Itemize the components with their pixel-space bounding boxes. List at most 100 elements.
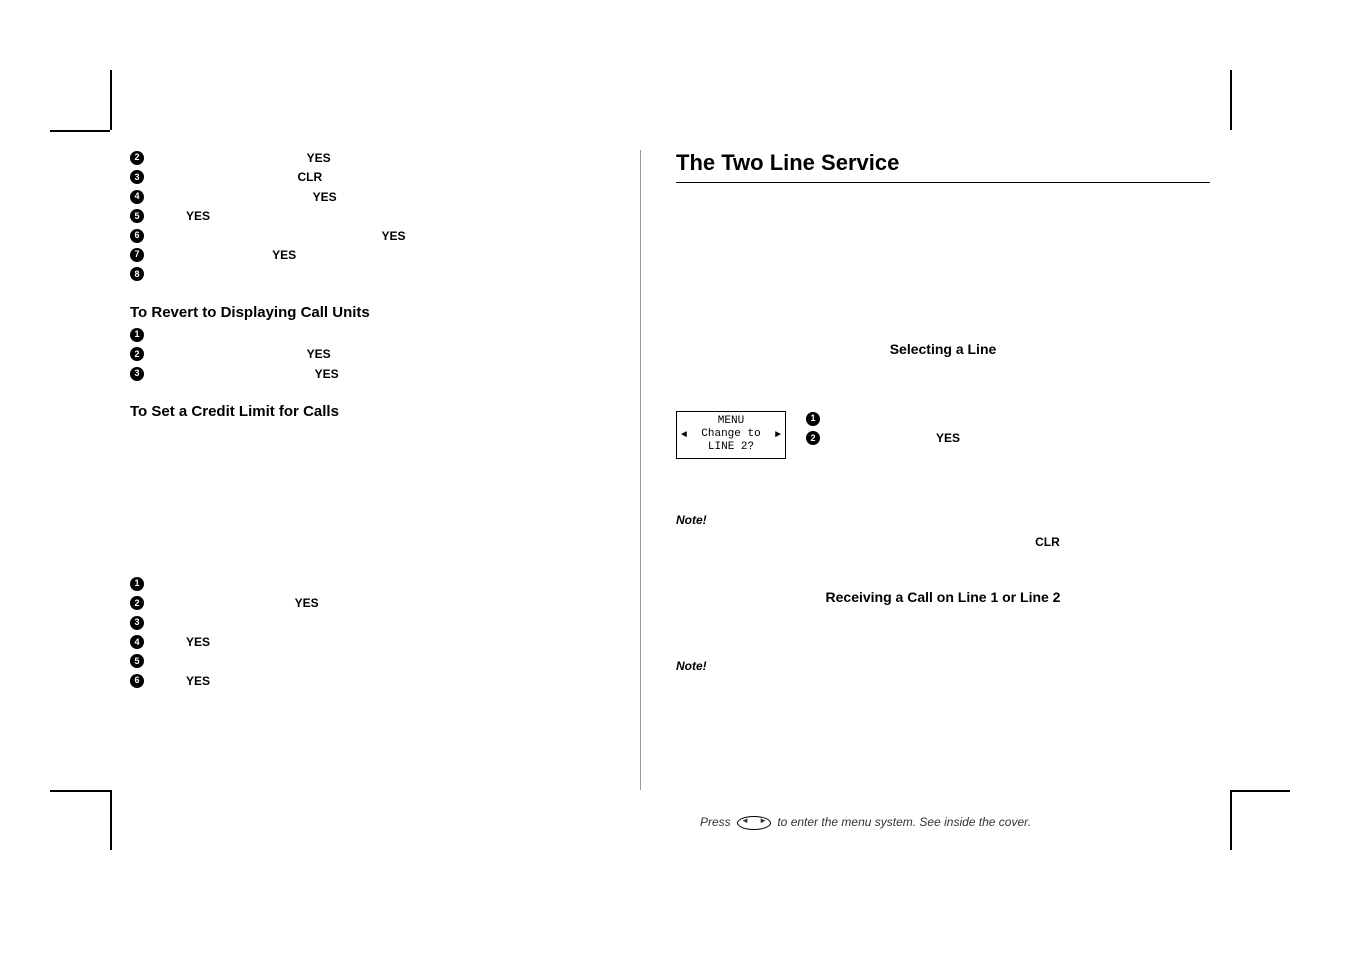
heading-credit: To Set a Credit Limit for Calls — [130, 403, 610, 420]
step-number: 1 — [806, 412, 820, 426]
step-text: Scroll to 'Price/unit' and press YES. — [152, 189, 610, 206]
step-item: 3 Open the phone and press CLR. — [130, 169, 610, 186]
step-item: 3 Select 'Units' and confirm with YES. — [130, 366, 610, 383]
step-text: Press YES to confirm. — [152, 634, 610, 651]
right-column: The Two Line Service If your subscriptio… — [640, 150, 1210, 790]
step-number: 4 — [130, 190, 144, 204]
key-label: CLR — [1035, 535, 1060, 549]
crop-mark — [110, 70, 112, 130]
key-label: YES — [186, 674, 210, 688]
note-label: Note! — [676, 513, 707, 527]
key-label: YES — [313, 190, 337, 204]
step-item: 2 Scroll to 'Call Info' and press YES. — [130, 150, 610, 167]
step-text: Select 'Units' and confirm with YES. — [152, 366, 610, 383]
step-item: 4 Scroll to 'Price/unit' and press YES. — [130, 189, 610, 206]
step-item: 2At the prompt press YES to switch line. — [806, 430, 1210, 447]
step-text: Press YES to save. — [152, 673, 610, 690]
note-2: Note! You can set individual ring signal… — [676, 657, 1210, 715]
receive-para: When you receive a call, the display sho… — [676, 613, 1210, 649]
step-number: 6 — [130, 674, 144, 688]
screen-line1: MENU — [677, 415, 785, 428]
step-text: Enter your PIN2 code. — [152, 615, 610, 632]
crop-mark — [1230, 70, 1232, 130]
step-item: 3 Enter your PIN2 code. — [130, 615, 610, 632]
step-item: 1 Enter the menu system. — [130, 327, 610, 344]
step-number: 5 — [130, 209, 144, 223]
phone-display: MENU ◄ Change to ► LINE 2? — [676, 411, 786, 459]
step-text: Press YES. — [152, 208, 610, 225]
step-number: 3 — [130, 616, 144, 630]
note-2-body: You can set individual ring signals for … — [676, 679, 1210, 715]
step-item: 6 Press YES to save. — [130, 673, 610, 690]
crop-mark — [1230, 790, 1290, 792]
step-number: 7 — [130, 248, 144, 262]
step-item: 4 Press YES to confirm. — [130, 634, 610, 651]
credit-steps-list: 1 Enter the menu system. 2 Scroll to 'Credi… — [130, 576, 610, 690]
step-number: 1 — [130, 328, 144, 342]
screen-line3: LINE 2? — [677, 441, 785, 454]
step-number: 4 — [130, 635, 144, 649]
step-number: 2 — [130, 596, 144, 610]
step-text: Scroll to 'Call Info' and press YES. — [152, 150, 610, 167]
step-number: 2 — [130, 151, 144, 165]
key-label: CLR — [297, 170, 322, 184]
left-column: 2 Scroll to 'Call Info' and press YES. 3 Op… — [130, 150, 640, 790]
two-line-intro: If your subscription supports the two li… — [676, 191, 1210, 263]
screen-line2: Change to — [701, 428, 760, 440]
step-number: 8 — [130, 267, 144, 281]
heading-receiving-call: Receiving a Call on Line 1 or Line 2 — [676, 589, 1210, 605]
step-item: 7 Enter value and press YES to confirm. — [130, 247, 610, 264]
step-item: 2 Scroll to 'Call Info' and press YES. — [130, 346, 610, 363]
right-arrow-icon: ► — [775, 430, 781, 442]
note-1-body: You can also switch lines from standby b… — [676, 533, 1210, 569]
step-number: 2 — [130, 347, 144, 361]
credit-intro: You can enter a credit limit. When the l… — [130, 426, 610, 480]
step-number: 3 — [130, 170, 144, 184]
select-line-para: When you want to make a call you must fi… — [676, 365, 1210, 401]
key-label: YES — [936, 431, 960, 445]
step-text: Enter the menu system. — [152, 576, 610, 593]
key-label: YES — [307, 347, 331, 361]
step-item: 1 Enter the menu system. — [130, 576, 610, 593]
step-text: Scroll to 'Credit' and press YES. — [152, 595, 610, 612]
crop-mark — [1230, 790, 1232, 850]
step-item: 8 Done. Exit the menu. — [130, 266, 610, 283]
step-item: 6 Enter the desired currency code and pre… — [130, 228, 610, 245]
step-text: Enter the desired currency code and pres… — [152, 228, 610, 245]
key-label: YES — [186, 209, 210, 223]
main-heading: The Two Line Service — [676, 150, 1210, 183]
step-text: Scroll to 'Call Info' and press YES. — [152, 346, 610, 363]
revert-steps-list: 1 Enter the menu system. 2 Scroll to 'Call … — [130, 327, 610, 383]
select-steps-list: 1 Enter the menu system. 2At the prompt pr… — [806, 411, 1210, 448]
key-label: YES — [186, 635, 210, 649]
footer-hint: Press to enter the menu system. See insi… — [700, 815, 1031, 830]
step-number: 3 — [130, 367, 144, 381]
step-item: 1 Enter the menu system. — [806, 411, 1210, 428]
step-text: Done. Exit the menu. — [152, 266, 610, 283]
initial-steps-list: 2 Scroll to 'Call Info' and press YES. 3 Op… — [130, 150, 610, 284]
crop-mark — [110, 790, 112, 850]
heading-selecting-line: Selecting a Line — [676, 341, 1210, 357]
step-text: Enter the menu system. — [152, 327, 610, 344]
step-number: 5 — [130, 654, 144, 668]
key-label: YES — [295, 596, 319, 610]
key-label: YES — [381, 229, 405, 243]
key-label: YES — [315, 367, 339, 381]
footer-before: Press — [700, 815, 734, 829]
step-number: 1 — [130, 577, 144, 591]
step-number: 6 — [130, 229, 144, 243]
footer-after: to enter the menu system. See inside the… — [774, 815, 1031, 829]
step-text: Enter the credit amount. — [152, 653, 610, 670]
step-text: Enter the menu system. — [828, 411, 1210, 428]
key-label: YES — [307, 151, 331, 165]
step-item: 5 Press YES. — [130, 208, 610, 225]
heading-revert: To Revert to Displaying Call Units — [130, 304, 610, 321]
key-label: YES — [272, 248, 296, 262]
step-text: Enter value and press YES to confirm. — [152, 247, 610, 264]
step-item: 5 Enter the credit amount. — [130, 653, 610, 670]
step-text: Open the phone and press CLR. — [152, 169, 610, 186]
crop-mark — [50, 130, 110, 132]
crop-mark — [50, 790, 110, 792]
step-text: At the prompt press YES to switch line. — [828, 430, 1210, 447]
left-arrow-icon: ◄ — [681, 430, 687, 442]
